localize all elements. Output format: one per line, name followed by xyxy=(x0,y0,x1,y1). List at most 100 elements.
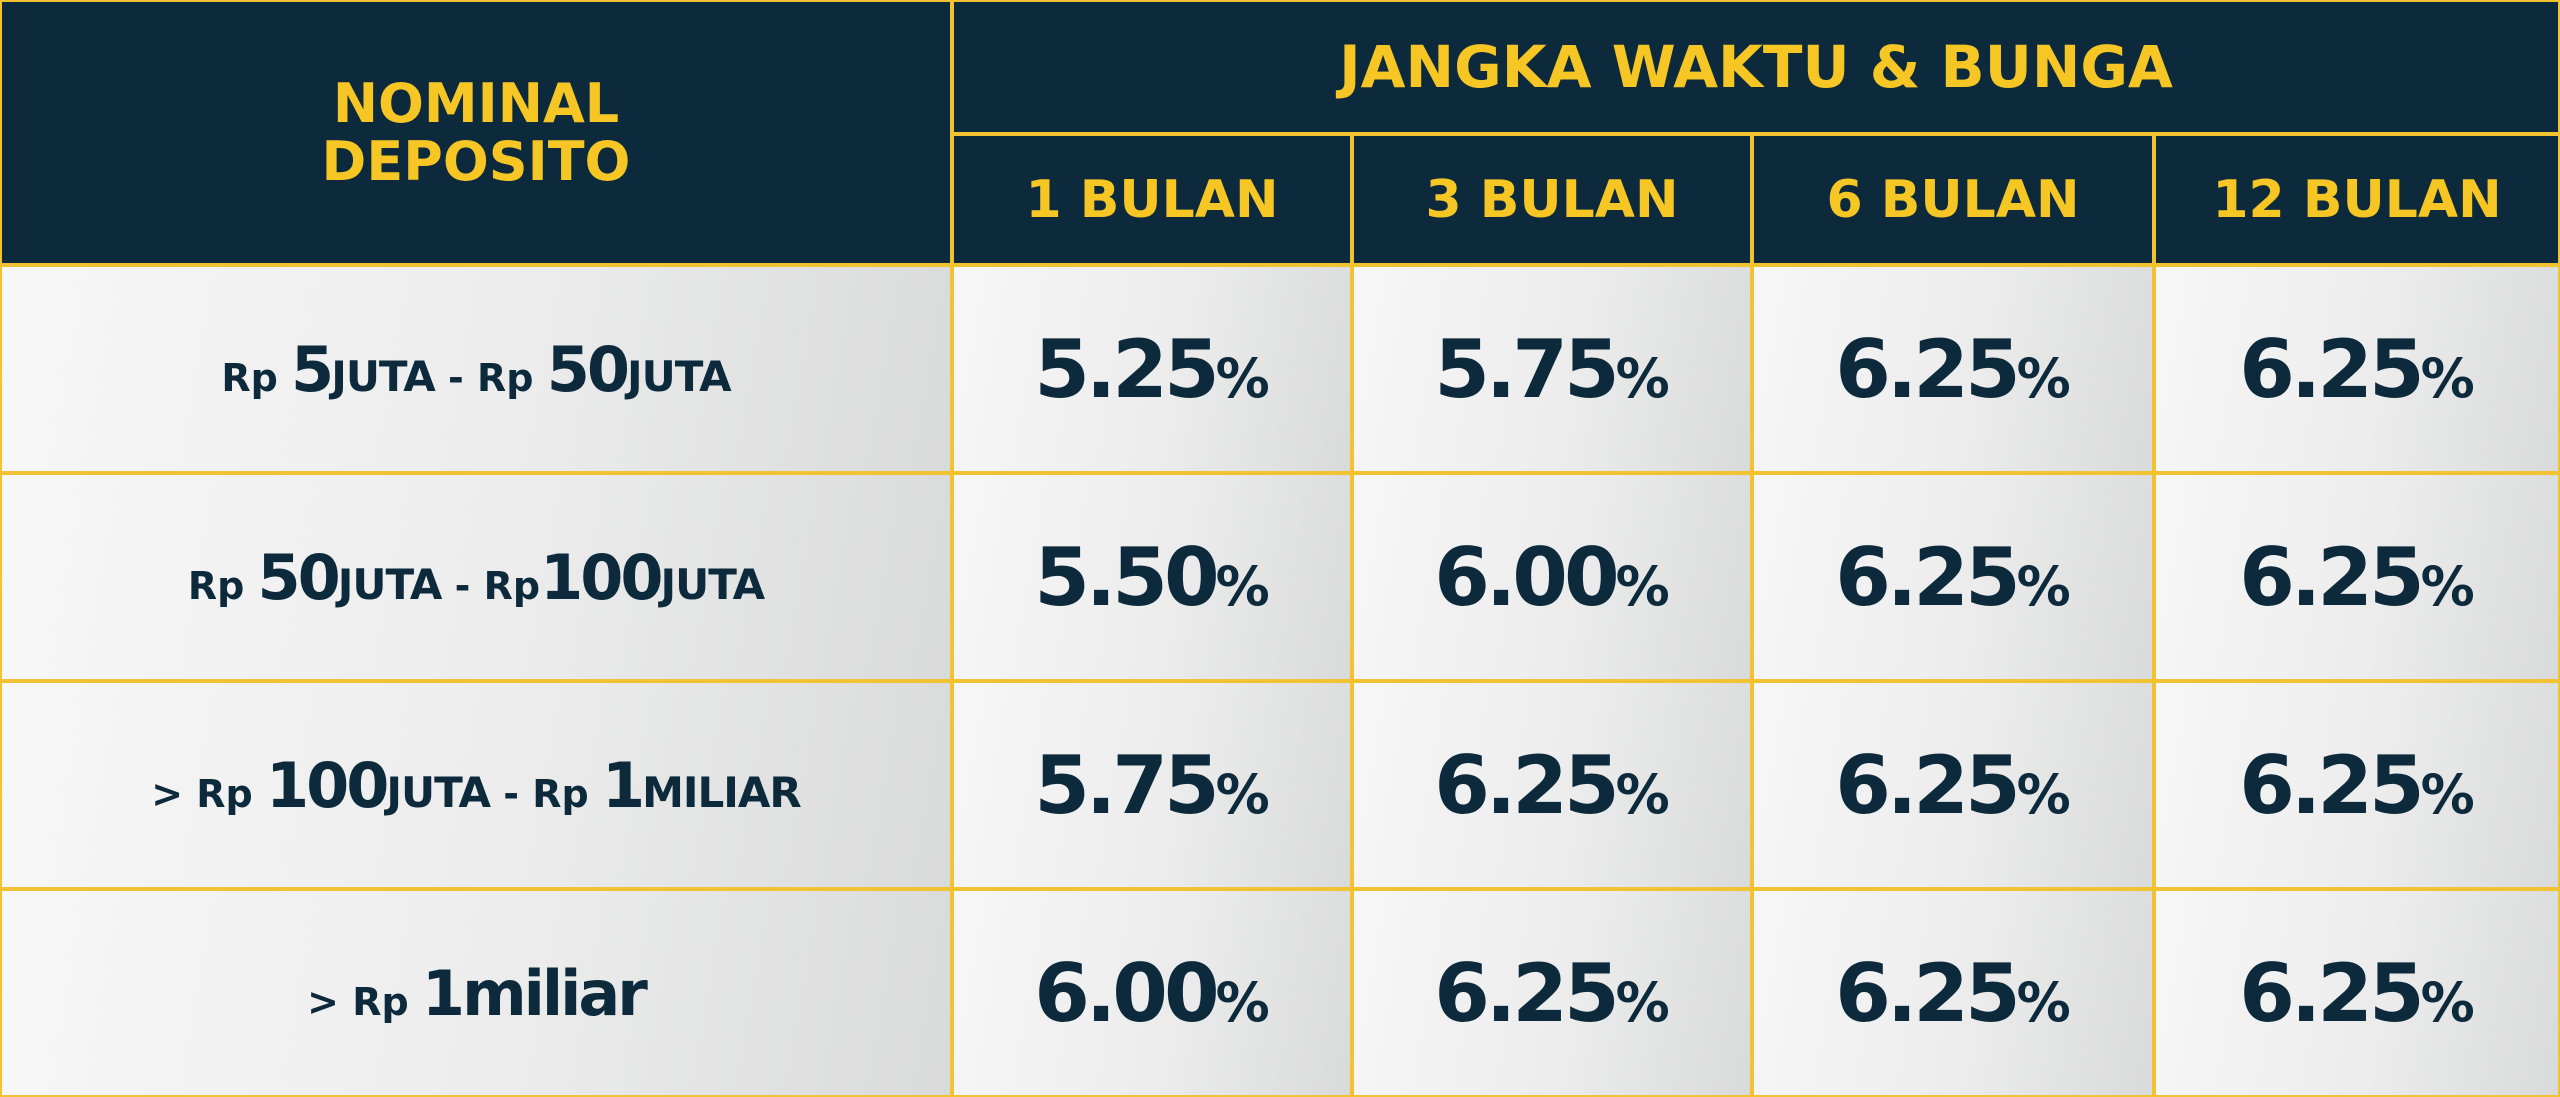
nominal-text: > Rp 1miliar xyxy=(307,956,648,1030)
period-header: 3 BULAN xyxy=(1352,134,1752,265)
rate-value: 5.75 xyxy=(1034,738,1219,832)
rate-unit: % xyxy=(1215,970,1270,1034)
rate-unit: % xyxy=(1215,554,1270,618)
nominal-part: > Rp xyxy=(307,979,422,1024)
rate-text: 6.25% xyxy=(2239,739,2475,832)
rate-text: 5.75% xyxy=(1034,739,1270,832)
rate-text: 6.25% xyxy=(2239,323,2475,416)
nominal-part: JUTA xyxy=(386,767,491,817)
rate-unit: % xyxy=(1215,346,1270,410)
rate-text: 5.50% xyxy=(1034,531,1270,624)
rate-cell: 6.25% xyxy=(1352,889,1752,1097)
nominal-cell: Rp 5JUTA - Rp 50JUTA xyxy=(0,265,952,473)
rate-unit: % xyxy=(2420,762,2475,826)
nominal-part: Rp xyxy=(187,563,258,608)
rate-cell: 6.25% xyxy=(2154,473,2560,681)
rate-cell: 5.50% xyxy=(952,473,1352,681)
nominal-part: - Rp xyxy=(441,563,541,608)
rate-value: 6.25 xyxy=(1835,738,2020,832)
rate-value: 5.50 xyxy=(1034,530,1219,624)
rate-cell: 5.75% xyxy=(1352,265,1752,473)
rate-cell: 6.25% xyxy=(1752,265,2154,473)
term-header-text: JANGKA WAKTU & BUNGA xyxy=(1339,33,2173,101)
nominal-text: Rp 50JUTA - Rp100JUTA xyxy=(187,540,766,614)
rate-cell: 6.25% xyxy=(1752,889,2154,1097)
rate-text: 6.25% xyxy=(1434,739,1670,832)
nominal-cell: > Rp 100JUTA - Rp 1MILIAR xyxy=(0,681,952,889)
nominal-part: - Rp xyxy=(434,355,547,400)
nominal-part: 5 xyxy=(291,332,334,406)
rate-unit: % xyxy=(2016,554,2071,618)
rate-unit: % xyxy=(1615,554,1670,618)
rate-text: 6.00% xyxy=(1034,947,1270,1040)
rate-text: 6.25% xyxy=(1434,947,1670,1040)
nominal-part: 50 xyxy=(546,332,630,406)
rate-unit: % xyxy=(2420,554,2475,618)
nominal-part: 100 xyxy=(540,540,663,614)
nominal-part: miliar xyxy=(462,956,648,1030)
rate-cell: 6.25% xyxy=(1752,681,2154,889)
rate-text: 5.75% xyxy=(1434,323,1670,416)
period-label: 6 BULAN xyxy=(1826,169,2080,230)
nominal-part: 50 xyxy=(257,540,341,614)
nominal-part: - Rp xyxy=(490,771,602,816)
rate-value: 6.25 xyxy=(2239,738,2424,832)
nominal-header-text: NOMINAL DEPOSITO xyxy=(322,71,631,191)
rate-cell: 5.25% xyxy=(952,265,1352,473)
rate-unit: % xyxy=(2420,346,2475,410)
rate-value: 6.25 xyxy=(2239,946,2424,1040)
rate-text: 6.25% xyxy=(1835,323,2071,416)
nominal-part: Rp xyxy=(221,355,292,400)
rate-unit: % xyxy=(2016,346,2071,410)
rate-unit: % xyxy=(2016,970,2071,1034)
nominal-part: 1 xyxy=(421,956,465,1030)
rate-value: 6.25 xyxy=(1434,738,1619,832)
rate-cell: 5.75% xyxy=(952,681,1352,889)
rate-value: 6.00 xyxy=(1434,530,1619,624)
period-header: 6 BULAN xyxy=(1752,134,2154,265)
nominal-cell: > Rp 1miliar xyxy=(0,889,952,1097)
period-label: 3 BULAN xyxy=(1425,169,1679,230)
rate-unit: % xyxy=(1215,762,1270,826)
nominal-part: JUTA xyxy=(331,351,436,401)
rate-unit: % xyxy=(2420,970,2475,1034)
rate-unit: % xyxy=(1615,762,1670,826)
header-line: NOMINAL xyxy=(332,71,620,135)
nominal-part: JUTA xyxy=(660,559,766,609)
rate-value: 6.25 xyxy=(1835,322,2020,416)
rate-text: 6.25% xyxy=(1835,531,2071,624)
nominal-part: JUTA xyxy=(337,559,443,609)
rate-value: 6.25 xyxy=(2239,322,2424,416)
period-header: 1 BULAN xyxy=(952,134,1352,265)
rate-text: 6.25% xyxy=(1835,739,2071,832)
term-header: JANGKA WAKTU & BUNGA xyxy=(952,0,2560,134)
rate-text: 6.25% xyxy=(1835,947,2071,1040)
nominal-part: > Rp xyxy=(151,771,266,816)
nominal-part: 100 xyxy=(265,748,389,822)
nominal-header: NOMINAL DEPOSITO xyxy=(0,0,952,265)
rate-cell: 6.00% xyxy=(1352,473,1752,681)
nominal-text: > Rp 100JUTA - Rp 1MILIAR xyxy=(151,748,802,822)
rate-value: 5.25 xyxy=(1034,322,1219,416)
rate-cell: 6.25% xyxy=(2154,681,2560,889)
rate-cell: 6.25% xyxy=(2154,889,2560,1097)
rate-text: 5.25% xyxy=(1034,323,1270,416)
rate-value: 6.00 xyxy=(1034,946,1219,1040)
rate-cell: 6.25% xyxy=(1752,473,2154,681)
rate-unit: % xyxy=(2016,762,2071,826)
rate-value: 6.25 xyxy=(1835,946,2020,1040)
rate-text: 6.25% xyxy=(2239,531,2475,624)
rate-cell: 6.00% xyxy=(952,889,1352,1097)
rate-text: 6.25% xyxy=(2239,947,2475,1040)
rate-value: 6.25 xyxy=(1434,946,1619,1040)
nominal-cell: Rp 50JUTA - Rp100JUTA xyxy=(0,473,952,681)
rate-value: 6.25 xyxy=(1835,530,2020,624)
rate-cell: 6.25% xyxy=(1352,681,1752,889)
nominal-part: 1 xyxy=(601,748,645,822)
rate-value: 6.25 xyxy=(2239,530,2424,624)
rate-value: 5.75 xyxy=(1434,322,1619,416)
rate-cell: 6.25% xyxy=(2154,265,2560,473)
rate-text: 6.00% xyxy=(1434,531,1670,624)
nominal-text: Rp 5JUTA - Rp 50JUTA xyxy=(221,332,731,406)
